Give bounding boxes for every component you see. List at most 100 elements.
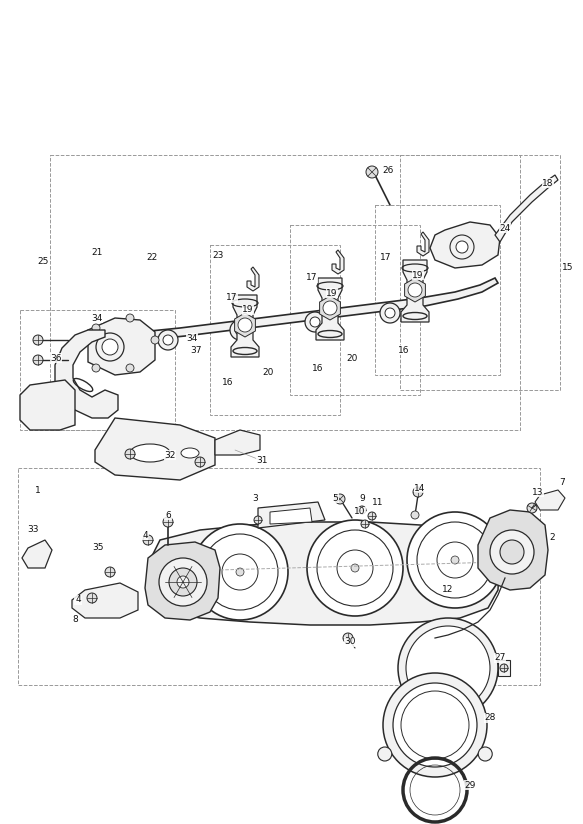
Text: 26: 26	[382, 166, 394, 175]
Polygon shape	[498, 660, 510, 676]
Circle shape	[383, 673, 487, 777]
Circle shape	[33, 355, 43, 365]
Text: 34: 34	[92, 313, 103, 322]
Text: 33: 33	[27, 526, 38, 535]
Text: 5: 5	[332, 494, 338, 503]
Circle shape	[478, 747, 492, 761]
Circle shape	[158, 330, 178, 350]
Circle shape	[235, 325, 245, 335]
Text: 25: 25	[37, 258, 49, 266]
Text: 24: 24	[500, 223, 511, 232]
Polygon shape	[401, 260, 429, 322]
Circle shape	[351, 564, 359, 572]
Polygon shape	[417, 232, 429, 256]
Polygon shape	[270, 508, 312, 524]
Text: 31: 31	[257, 456, 268, 465]
Circle shape	[385, 308, 395, 318]
Circle shape	[305, 312, 325, 332]
Circle shape	[87, 593, 97, 603]
Circle shape	[96, 333, 124, 361]
Polygon shape	[150, 522, 500, 625]
Text: 17: 17	[380, 254, 392, 263]
Circle shape	[343, 633, 353, 643]
Text: 3: 3	[252, 494, 258, 503]
Circle shape	[451, 556, 459, 564]
Circle shape	[238, 318, 252, 332]
Text: 4: 4	[142, 531, 148, 540]
Polygon shape	[215, 430, 260, 455]
Circle shape	[456, 241, 468, 253]
Polygon shape	[495, 175, 558, 242]
Polygon shape	[20, 380, 75, 430]
Polygon shape	[535, 490, 565, 510]
Polygon shape	[95, 418, 215, 480]
Circle shape	[527, 503, 537, 513]
Text: 20: 20	[346, 353, 358, 363]
Text: 35: 35	[92, 544, 104, 553]
Ellipse shape	[130, 444, 170, 462]
Circle shape	[393, 683, 477, 767]
Polygon shape	[258, 502, 325, 528]
Circle shape	[450, 235, 474, 259]
Polygon shape	[316, 278, 344, 340]
Circle shape	[407, 512, 503, 608]
Text: 36: 36	[50, 353, 62, 363]
Circle shape	[177, 576, 189, 588]
Text: 37: 37	[190, 345, 202, 354]
Text: 16: 16	[222, 377, 234, 386]
Circle shape	[310, 317, 320, 327]
Text: 28: 28	[484, 714, 496, 723]
Circle shape	[413, 487, 423, 497]
Text: 2: 2	[549, 533, 555, 542]
Circle shape	[151, 336, 159, 344]
Polygon shape	[72, 583, 138, 618]
Text: 14: 14	[415, 484, 426, 493]
Circle shape	[378, 747, 392, 761]
Text: 32: 32	[164, 451, 175, 460]
Circle shape	[358, 506, 366, 514]
Circle shape	[380, 303, 400, 323]
Circle shape	[500, 540, 524, 564]
Text: 7: 7	[559, 477, 565, 486]
Text: 9: 9	[359, 494, 365, 503]
Text: 21: 21	[92, 247, 103, 256]
Circle shape	[195, 457, 205, 467]
Text: 6: 6	[165, 511, 171, 519]
Text: 8: 8	[72, 616, 78, 625]
Circle shape	[398, 618, 498, 718]
Text: 13: 13	[532, 488, 544, 497]
Text: 15: 15	[562, 264, 574, 273]
Text: 17: 17	[226, 293, 238, 302]
Circle shape	[33, 335, 43, 345]
Polygon shape	[430, 222, 500, 268]
Text: 11: 11	[373, 498, 384, 507]
Text: 19: 19	[326, 288, 338, 297]
Circle shape	[406, 626, 490, 710]
Text: 30: 30	[344, 638, 356, 647]
Circle shape	[143, 535, 153, 545]
Circle shape	[490, 530, 534, 574]
Circle shape	[411, 511, 419, 519]
Circle shape	[126, 314, 134, 322]
Text: 22: 22	[146, 254, 157, 263]
Text: 19: 19	[243, 306, 254, 315]
Circle shape	[163, 517, 173, 527]
Circle shape	[159, 558, 207, 606]
Polygon shape	[247, 267, 259, 291]
Polygon shape	[22, 540, 52, 568]
Circle shape	[125, 449, 135, 459]
Text: 20: 20	[262, 368, 273, 377]
Polygon shape	[332, 250, 344, 274]
Polygon shape	[405, 278, 426, 302]
Circle shape	[92, 324, 100, 332]
Polygon shape	[145, 542, 220, 620]
Polygon shape	[478, 510, 548, 590]
Circle shape	[323, 301, 337, 315]
Ellipse shape	[181, 448, 199, 458]
Polygon shape	[55, 330, 118, 418]
Text: 18: 18	[542, 179, 554, 188]
Polygon shape	[319, 296, 340, 320]
Polygon shape	[88, 318, 155, 375]
Text: 10: 10	[354, 508, 366, 517]
Text: 4: 4	[75, 596, 81, 605]
